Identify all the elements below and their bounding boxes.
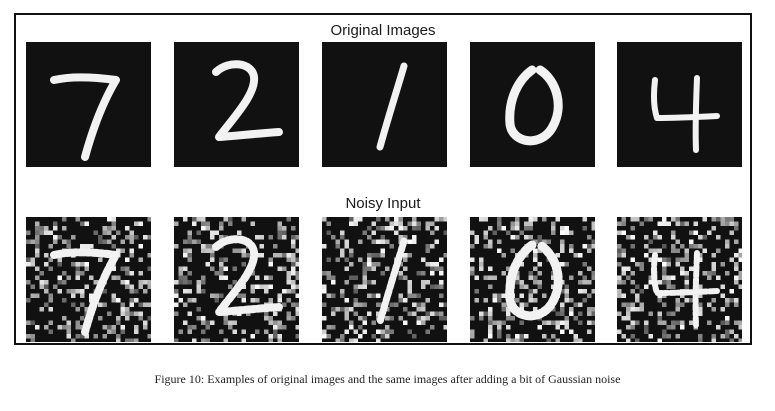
figure-caption: Figure 10: Examples of original images a…	[154, 372, 621, 386]
noisy-digit-0	[470, 217, 595, 342]
noisy-digit-2-image	[174, 217, 299, 342]
digit-0-image	[505, 65, 563, 146]
digit-2-image	[212, 60, 283, 141]
noisy-digit-7-image	[26, 217, 151, 342]
original-images-title: Original Images	[330, 22, 436, 39]
original-digit-0	[470, 42, 595, 167]
digit-7-image	[50, 73, 120, 161]
digit-1-image	[376, 62, 408, 151]
noisy-digit-7	[26, 217, 151, 342]
digit-4-image	[650, 75, 720, 153]
noisy-input-title: Noisy Input	[345, 195, 421, 212]
noisy-digit-0-image	[470, 217, 595, 342]
original-digit-4	[617, 42, 742, 167]
noisy-digit-1	[322, 217, 447, 342]
original-digit-7	[26, 42, 151, 167]
original-digit-2	[174, 42, 299, 167]
noisy-input-row	[26, 217, 742, 342]
original-digit-1	[322, 42, 447, 167]
noisy-digit-2	[174, 217, 299, 342]
noisy-digit-1-image	[322, 217, 447, 342]
original-images-row	[26, 42, 742, 167]
figure-frame: Original Images Noisy Inp	[14, 13, 752, 345]
noisy-digit-4	[617, 217, 742, 342]
noisy-digit-4-image	[617, 217, 742, 342]
